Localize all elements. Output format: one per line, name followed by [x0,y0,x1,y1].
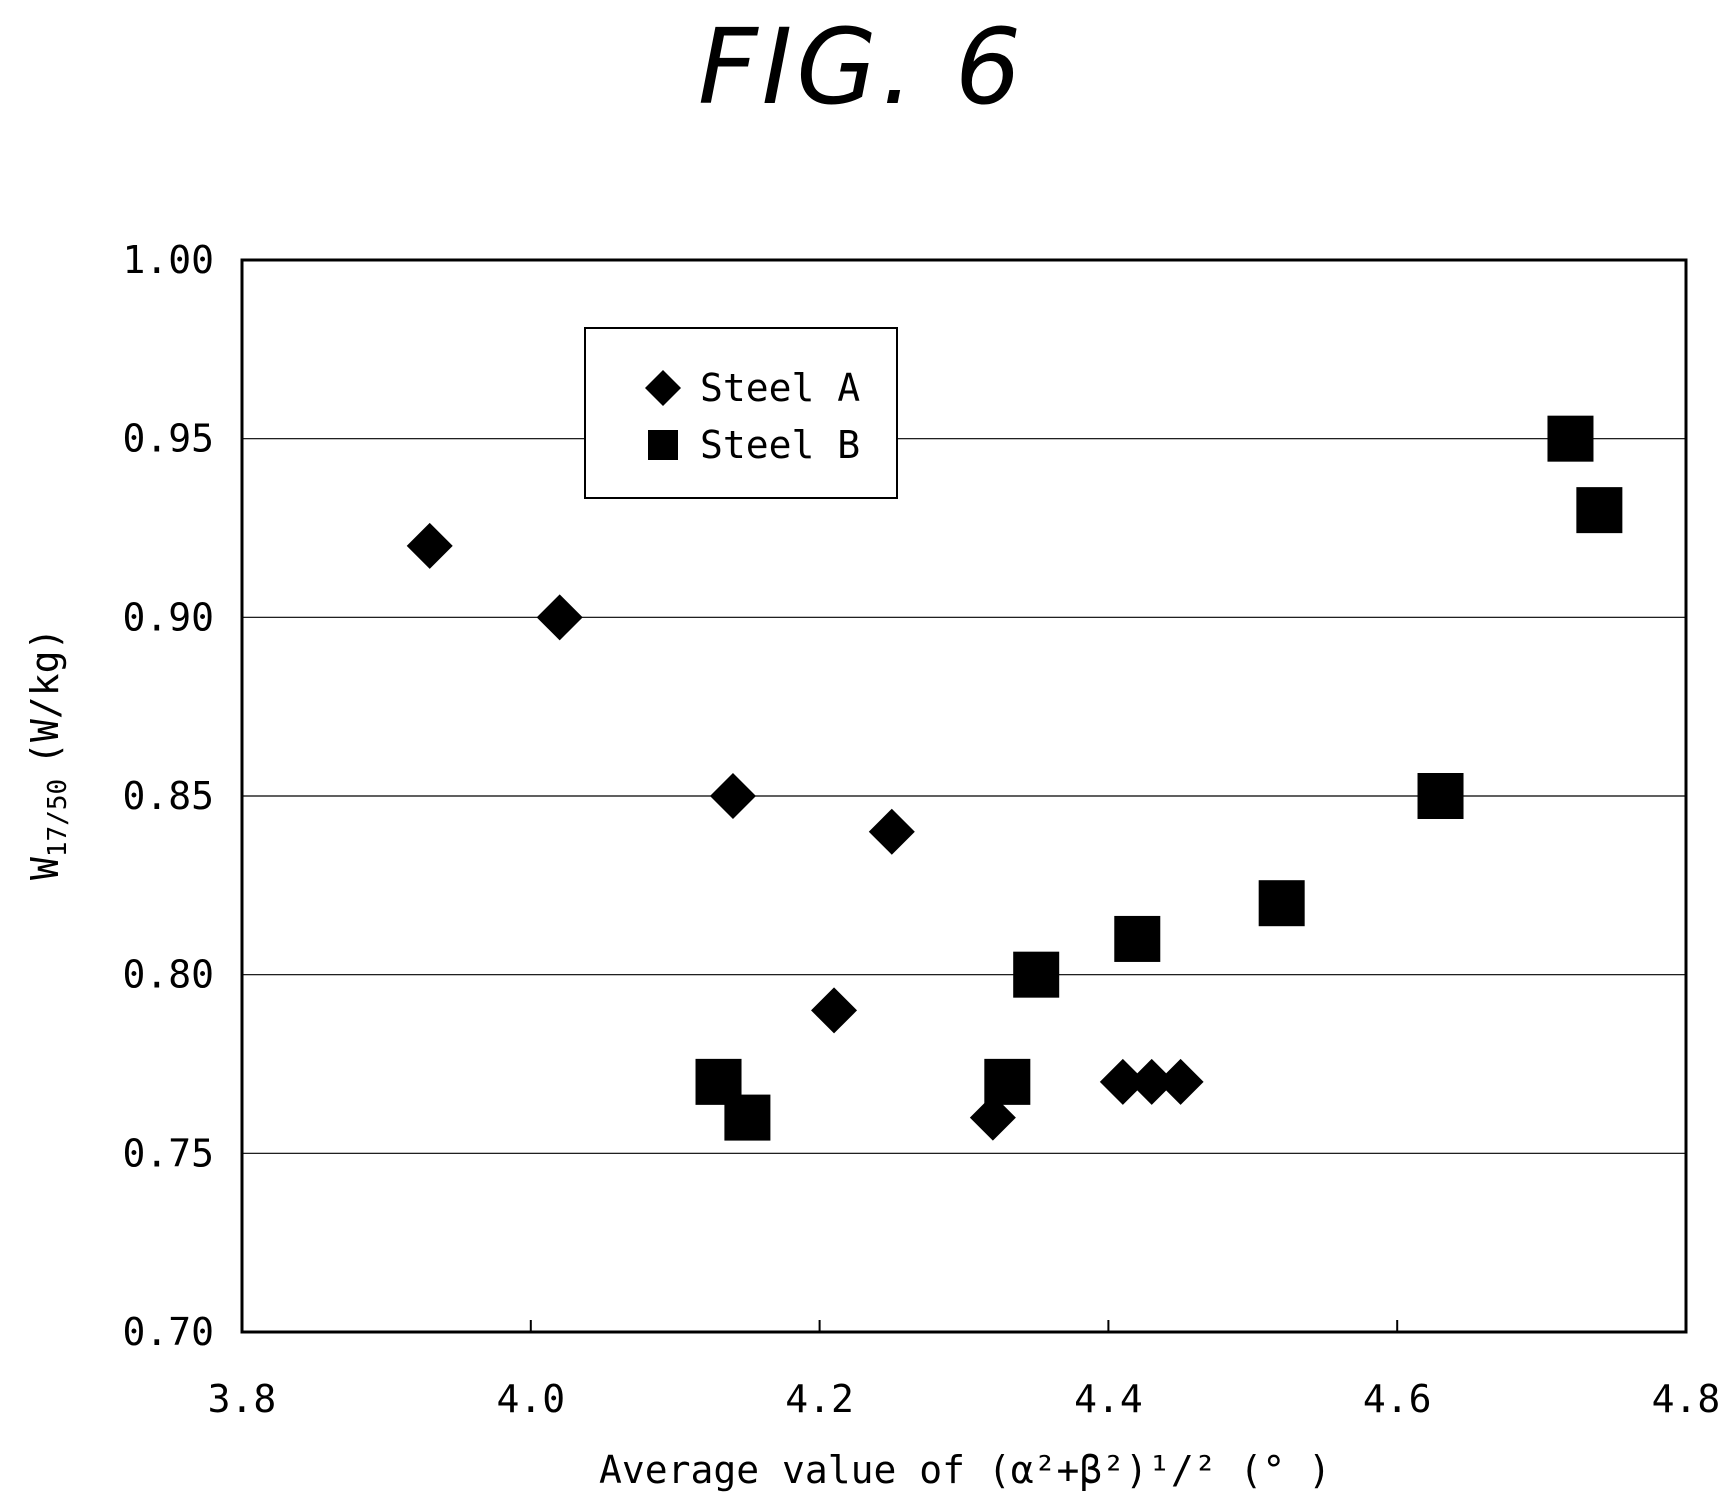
steel-b-point [1114,915,1161,962]
x-tick-label: 4.0 [496,1377,565,1421]
y-tick-label: 1.00 [122,238,214,282]
steel-a-point [1128,1058,1175,1105]
figure-title: FIG. 6 [697,6,1026,128]
x-tick-label: 4.8 [1652,1377,1721,1421]
steel-a-point [868,808,915,855]
y-tick-label: 0.90 [122,595,214,639]
steel-a-point [811,987,858,1034]
x-axis-tick-labels: 3.8 4.0 4.2 4.4 4.6 4.8 [208,1377,1721,1421]
steel-a-point [406,522,453,569]
legend: Steel A Steel B [584,327,898,499]
plot-frame [240,258,1688,1334]
x-tick-label: 3.8 [208,1377,277,1421]
steel-b-point [1547,415,1594,462]
y-tick-label: 0.95 [122,417,214,461]
y-tick-label: 0.85 [122,774,214,818]
steel-a-point [1099,1058,1146,1105]
y-tick-label: 0.80 [122,953,214,997]
y-axis-tick-labels: 0.70 0.75 0.80 0.85 0.90 0.95 1.00 [122,238,214,1354]
y-tick-label: 0.70 [122,1310,214,1354]
x-tick-label: 4.6 [1363,1377,1432,1421]
steel-b-point [1417,773,1464,819]
x-tick-label: 4.4 [1074,1377,1143,1421]
legend-diamond-marker [645,370,681,406]
steel-a-point [709,773,756,819]
steel-b-point [1258,880,1305,927]
x-tick-label: 4.2 [785,1377,854,1421]
x-axis-label: Average value of (α²+β²)¹/² (° ) [599,1448,1331,1492]
y-axis-label-sub: 17/50 [43,779,73,857]
y-axis-label-main: W [23,857,67,880]
y-tick-label: 0.75 [122,1131,214,1175]
steel-a-point [969,1094,1016,1141]
grid-lines [242,438,1686,1154]
y-axis-label: W17/50 (W/kg) [23,628,73,880]
legend-square-marker [648,430,678,460]
legend-box [584,327,898,499]
steel-b-point [1576,487,1623,534]
steel-b-point [984,1058,1031,1105]
data-points [406,415,1623,1141]
y-axis-label-unit: (W/kg) [23,628,67,765]
x-axis-ticks [529,1320,1399,1332]
legend-label-steel-b: Steel B [700,423,860,467]
steel-a-point [1157,1058,1204,1105]
legend-label-steel-a: Steel A [700,366,860,410]
steel-b-point [724,1094,771,1141]
steel-a-point [536,594,583,641]
steel-b-point [1013,951,1060,998]
